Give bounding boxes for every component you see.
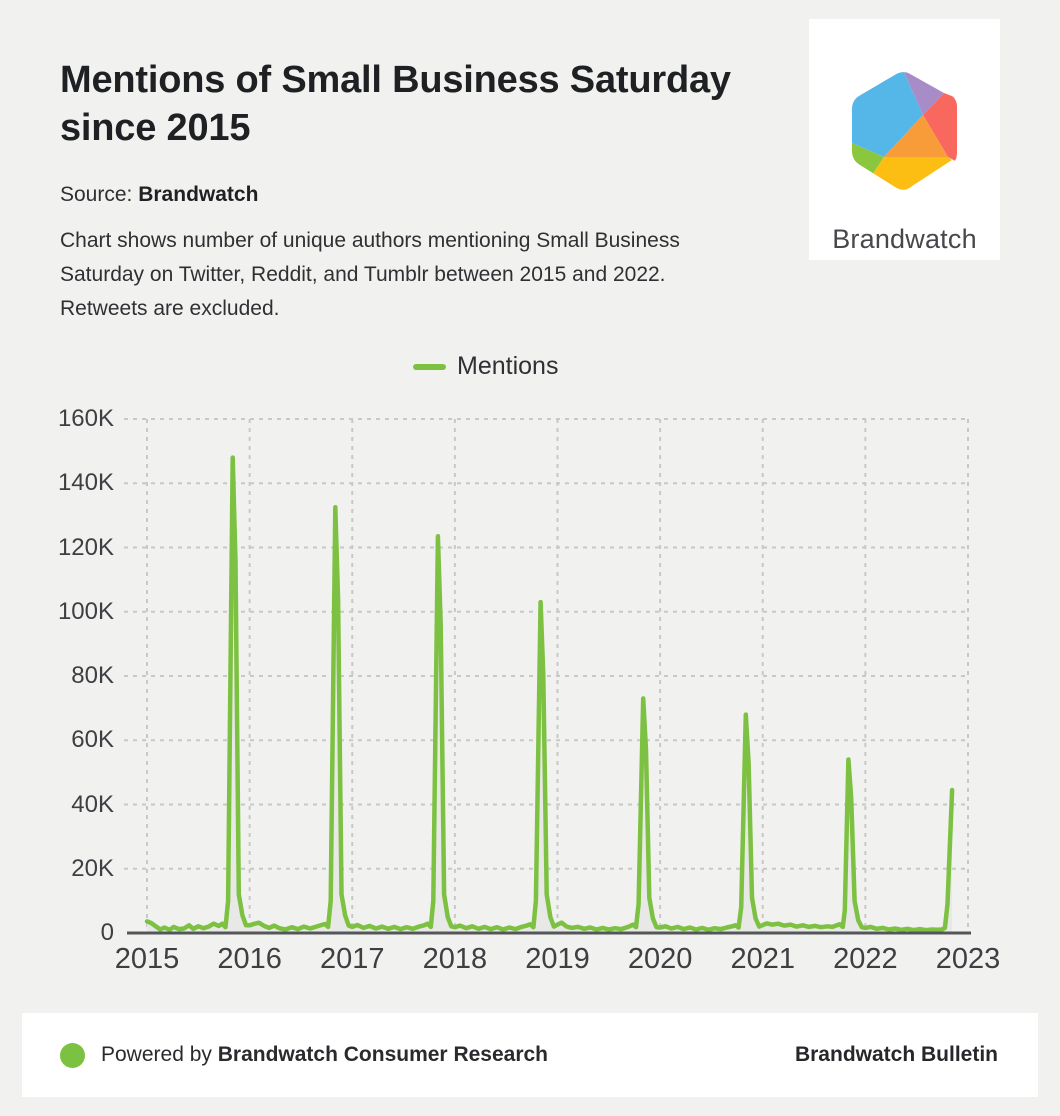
page-title: Mentions of Small Business Saturday sinc… [60,56,731,152]
y-tick-label: 120K [57,533,114,561]
page-title-line-1: Mentions of Small Business Saturday [60,59,731,101]
powered-by: Powered by Brandwatch Consumer Research [60,1042,548,1068]
logo-segment-coral [923,93,957,162]
powered-by-text: Powered by Brandwatch Consumer Research [101,1043,548,1067]
x-tick-label: 2022 [833,943,898,975]
y-tick-label: 60K [71,726,114,754]
green-dot-icon [60,1042,85,1068]
legend-label-mentions: Mentions [457,352,559,380]
description-line: Retweets are excluded. [60,297,280,320]
x-tick-label: 2016 [217,943,282,975]
x-tick-label: 2019 [525,943,590,975]
mentions-area-chart [124,418,971,935]
chart-area: 160K 140K 120K 100K 80K 60K 40K 20K 0 2015 2016 201… [0,395,1060,1005]
source-name: Brandwatch [138,183,259,206]
x-tick-label: 2015 [114,943,180,975]
y-tick-label: 160K [57,405,114,432]
y-tick-label: 0 [100,919,114,946]
footer-bar: Powered by Brandwatch Consumer Research … [22,1013,1038,1097]
brandwatch-logo-card: Brandwatch [809,19,1000,260]
chart-legend: Mentions [413,352,558,381]
logo-segment-purple [903,72,944,115]
logo-segment-blue [852,72,923,157]
y-tick-label: 20K [71,854,114,882]
series-line-mentions [144,455,955,933]
y-tick-label: 140K [57,469,114,497]
chart-description: Chart shows number of unique authors men… [60,224,680,326]
y-tick-label: 100K [57,597,114,625]
powered-by-brand: Brandwatch Consumer Research [217,1043,549,1066]
legend-line-swatch-icon [413,363,446,370]
x-tick-label: 2023 [935,943,1001,975]
x-tick-label: 2017 [319,943,385,975]
description-line: Chart shows number of unique authors men… [60,229,680,252]
brandwatch-hexagon-logo-icon [852,72,957,190]
page-title-line-2: since 2015 [60,107,251,149]
logo-segment-yellow [872,157,952,190]
logo-segment-orange [884,115,948,157]
logo-segment-green [852,143,884,175]
footer-brand-bulletin: Brandwatch Bulletin [794,1043,998,1066]
source-line: Source: Brandwatch [60,183,258,207]
source-label: Source: [60,183,139,206]
x-tick-label: 2020 [627,943,693,975]
powered-by-prefix: Powered by [101,1043,218,1066]
x-tick-label: 2021 [730,943,795,975]
y-tick-label: 40K [71,790,114,818]
description-line: Saturday on Twitter, Reddit, and Tumblr … [60,263,666,286]
logo-wordmark: Brandwatch [832,224,977,254]
y-tick-label: 80K [71,662,114,689]
x-tick-label: 2018 [422,943,488,975]
series-area-fill [147,457,953,933]
